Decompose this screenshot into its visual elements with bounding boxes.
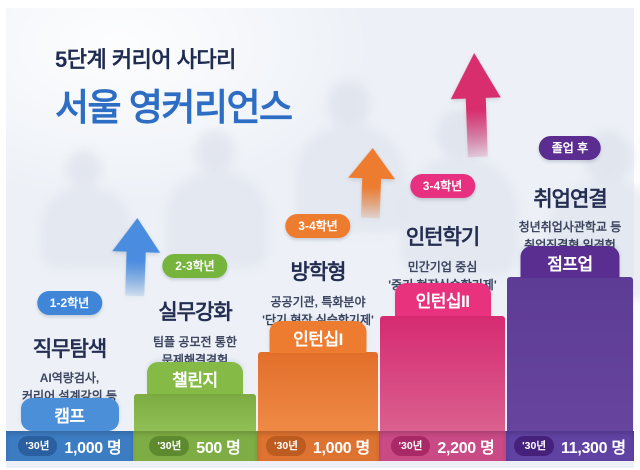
stage-column-5: 졸업 후 취업연결 청년취업사관학교 등 취업직결형 일경험 점프업 '30년 1…: [506, 0, 634, 470]
grade-badge: 3-4학년: [285, 214, 351, 238]
stage-column-3: 3-4학년 방학형 공공기관, 특화분야 '단기 현장 실습학기제' 인턴십I '…: [257, 0, 379, 470]
year-badge: '30년: [266, 436, 306, 456]
stage-bar: [258, 352, 378, 431]
grade-badge: 1-2학년: [36, 291, 103, 315]
stage-bar: [507, 277, 633, 431]
year-badge: '30년: [390, 436, 431, 456]
target-count: 1,000 명: [312, 440, 370, 457]
stage-title: 직무탐색: [32, 338, 107, 362]
year-badge: '30년: [149, 436, 190, 456]
stage-description-line1: AI역량검사,: [39, 371, 100, 385]
stage-title: 방학형: [290, 261, 347, 285]
bar-label-tab: 인턴십II: [394, 283, 491, 316]
stage-description-line1: 민간기업 중심: [407, 260, 478, 274]
card-background: [6, 8, 634, 468]
page-subtitle: 5단계 커리어 사다리: [55, 47, 236, 72]
grade-badge: 3-4학년: [409, 174, 476, 198]
bar-label-tab: 챌린지: [147, 362, 243, 394]
stage-column-2: 2-3학년 실무강화 팀플 공모전 통한 문제해결경험 챌린지 '30년 500 …: [133, 0, 257, 470]
stage-column-1: 1-2학년 직무탐색 AI역량검사, 커리어 설계강의 등 캠프 '30년 1,0…: [6, 0, 133, 470]
stage-description-line1: 청년취업사관학교 등: [518, 220, 622, 234]
header: 5단계 커리어 사다리 서울 영커리언스: [55, 42, 293, 131]
stage-description-line1: 팀플 공모전 통한: [153, 335, 237, 349]
target-footer: '30년 1,000 명: [257, 431, 379, 461]
stage-description-line1: 공공기관, 특화분야: [270, 295, 366, 309]
up-arrow-pink-icon: [450, 53, 501, 158]
target-footer: '30년 2,200 명: [379, 431, 506, 461]
year-badge: '30년: [514, 436, 554, 456]
year-badge: '30년: [17, 436, 58, 456]
bar-label-tab: 인턴십I: [269, 321, 367, 353]
stage-title: 실무강화: [158, 301, 232, 325]
silhouette-head: [195, 130, 235, 174]
stage-title: 인턴학기: [405, 226, 480, 250]
up-arrow-orange-icon: [348, 148, 396, 219]
target-footer: '30년 500 명: [133, 431, 257, 461]
target-footer: '30년 11,300 명: [506, 431, 634, 461]
bar-label-tab: 캠프: [20, 398, 119, 431]
up-arrow-blue-icon: [112, 218, 161, 297]
silhouette-head: [66, 150, 102, 188]
silhouette-shoulders: [40, 186, 132, 270]
target-count: 500 명: [196, 440, 241, 457]
grade-badge: 2-3학년: [162, 254, 228, 278]
bar-label-tab: 점프업: [520, 246, 620, 278]
stage-bar: [134, 394, 256, 431]
silhouette-head: [327, 80, 371, 128]
page-title: 서울 영커리언스: [55, 87, 293, 128]
stage-bar: [380, 316, 505, 431]
target-count: 11,300 명: [561, 440, 626, 457]
target-count: 1,000 명: [64, 440, 122, 457]
silhouette-shoulders: [165, 170, 269, 270]
stage-title: 취업연결: [533, 188, 607, 212]
target-count: 2,200 명: [437, 440, 495, 457]
grade-badge: 졸업 후: [538, 136, 602, 160]
target-footer: '30년 1,000 명: [6, 431, 133, 461]
